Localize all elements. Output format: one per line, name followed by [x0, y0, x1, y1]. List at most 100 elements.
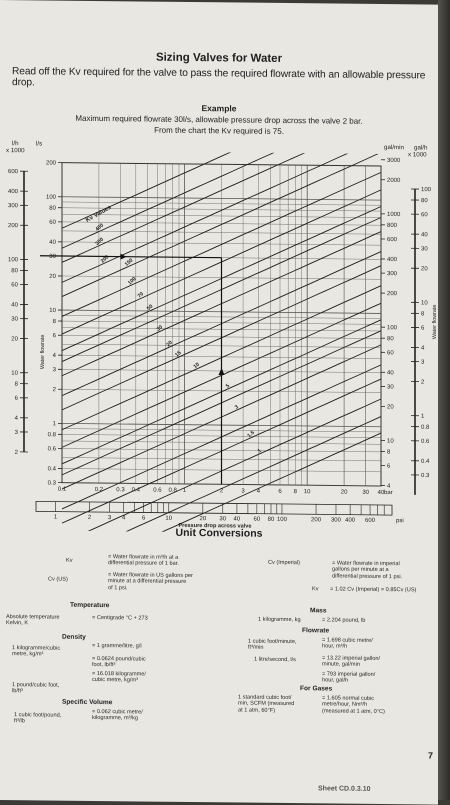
- example-line-2: From the chart the Kv required is 75.: [0, 124, 438, 138]
- mass-kg: 1 kilogramme, kg: [258, 617, 301, 624]
- left-axis-title: Water flowrate: [40, 335, 46, 370]
- right-inner-tick-label: 80: [387, 336, 394, 342]
- kv-label: 300: [94, 237, 105, 247]
- bar-tick-label: 0.2: [95, 487, 104, 493]
- right-outer-tick-label: 6: [421, 326, 425, 332]
- kv-label: 1: [257, 448, 263, 454]
- intro-text: Read off the Kv required for the valve t…: [12, 66, 432, 92]
- left-outer-tick-label: 20: [11, 336, 18, 342]
- kv-label: 3: [234, 404, 240, 410]
- left-inner-tick-label: 10: [49, 308, 56, 314]
- specific-volume-value: = 0.062 cubic metre/kilogramme, m³/kg: [92, 709, 143, 722]
- left-inner-tick-label: 30: [49, 254, 56, 260]
- page-edge-shadow: [438, 0, 450, 800]
- bar-tick-label: 0.8: [169, 488, 178, 494]
- left-outer-tick-label: 4: [15, 416, 19, 422]
- psi-tick-label: 2: [88, 515, 92, 521]
- left-inner-tick-label: 0.3: [48, 480, 57, 486]
- left-inner-tick-label: 0.4: [48, 466, 57, 472]
- density-kgm3: = 16.018 kilogramme/cubic metre, kg/m³: [92, 671, 146, 684]
- kv-relation-symbol: Kv: [312, 586, 319, 592]
- right-outer-tick-label: 60: [421, 212, 428, 218]
- bar-tick-label: 8: [294, 489, 298, 495]
- left-outer-tick-label: 40: [11, 302, 18, 308]
- specific-volume-heading: Specific Volume: [62, 699, 112, 707]
- left-inner-tick-label: 100: [46, 195, 57, 201]
- bar-tick-label: 0.1: [58, 487, 67, 493]
- left-outer-tick-label: 6: [15, 396, 19, 402]
- page-number: 7: [428, 750, 433, 760]
- psi-unit: psi: [396, 518, 404, 524]
- gases-heading: For Gases: [300, 685, 332, 692]
- kv-relation: = 1.02 Cv (Imperial) = 0.85Cv (US): [330, 586, 416, 593]
- right-outer-tick-label: 80: [421, 198, 428, 204]
- right-inner-tick-label: 2000: [387, 178, 401, 184]
- right-outer-tick-label: 4: [421, 346, 425, 352]
- document-page: Sizing Valves for Water Read off the Kv …: [0, 0, 438, 805]
- left-inner-tick-label: 0.6: [48, 446, 57, 452]
- left-inner-tick-label: 4: [53, 353, 57, 359]
- right-outer-tick-label: 0.6: [421, 439, 430, 445]
- cvimp-symbol: Cv (Imperial): [268, 560, 300, 567]
- kv-symbol: Kv: [66, 558, 73, 564]
- left-outer-tick-label: 60: [11, 282, 18, 288]
- left-inner-tick-label: 60: [49, 220, 56, 226]
- right-inner-tick-label: 40: [387, 370, 394, 376]
- flowrate-heading: Flowrate: [302, 627, 329, 634]
- left-inner-tick-label: 20: [49, 274, 56, 280]
- bar-tick-label: 10: [304, 489, 311, 495]
- page-title: Sizing Valves for Water: [0, 50, 438, 67]
- left-inner-tick-label: 80: [49, 206, 56, 212]
- left-outer-tick-label: 200: [8, 223, 19, 229]
- kv-label: 200: [100, 254, 111, 264]
- kv-label: 150: [124, 258, 135, 268]
- bar-tick-label: 20: [341, 490, 348, 496]
- left-outer-tick-label: 600: [8, 169, 19, 175]
- bar-unit: bar: [384, 490, 393, 496]
- flowrate-ls-gpm: = 13.22 imperial gallon/minute, gal/min: [322, 655, 380, 668]
- right-outer-tick-label: 3: [421, 360, 425, 366]
- mass-heading: Mass: [310, 607, 327, 614]
- left-inner-unit: l/s: [36, 140, 42, 147]
- kv-label: 10: [193, 362, 201, 370]
- right-inner-tick-label: 300: [387, 271, 398, 277]
- density-heading: Density: [62, 634, 86, 641]
- right-inner-tick-label: 1000: [387, 212, 401, 218]
- density-gl: = 1 gramme/litre, g/l: [92, 643, 142, 650]
- flowrate-ls-gph: = 793 imperial gallon/hour, gal/h: [322, 671, 375, 684]
- psi-tick-label: 200: [311, 517, 322, 523]
- right-inner-tick-label: 100: [387, 325, 398, 331]
- left-inner-tick-label: 200: [46, 160, 57, 166]
- psi-tick-label: 30: [219, 516, 226, 522]
- psi-tick-label: 40: [234, 516, 241, 522]
- right-inner-tick-label: 30: [387, 384, 394, 390]
- right-inner-tick-label: 400: [387, 257, 398, 263]
- temperature-heading: Temperature: [70, 602, 109, 609]
- kv-label: 15: [174, 350, 182, 358]
- bar-tick-label: 6: [278, 489, 282, 495]
- right-inner-tick-label: 10: [387, 439, 394, 445]
- bar-tick-label: 30: [362, 490, 369, 496]
- right-inner-tick-label: 200: [387, 291, 398, 297]
- right-inner-tick-label: 8: [387, 450, 391, 456]
- gases-scfm: 1 standard cubic foot/min, SCFM (measure…: [238, 694, 294, 714]
- kv-label: 1.5: [246, 430, 255, 439]
- right-inner-tick-label: 800: [387, 223, 398, 229]
- left-outer-tick-label: 80: [11, 268, 18, 274]
- left-inner-tick-label: 6: [53, 333, 57, 339]
- psi-tick-label: 60: [254, 517, 261, 523]
- left-outer-unit-1: l/h: [12, 140, 19, 147]
- right-outer-tick-label: 20: [421, 266, 428, 272]
- left-inner-tick-label: 40: [49, 240, 56, 246]
- psi-tick-label: 6: [142, 515, 146, 521]
- flowrate-cfm: 1 cubic foot/minute,ft³/min: [248, 639, 297, 652]
- psi-tick-label: 400: [345, 518, 356, 524]
- left-inner-tick-label: 2: [53, 387, 57, 393]
- left-outer-tick-label: 10: [11, 371, 18, 377]
